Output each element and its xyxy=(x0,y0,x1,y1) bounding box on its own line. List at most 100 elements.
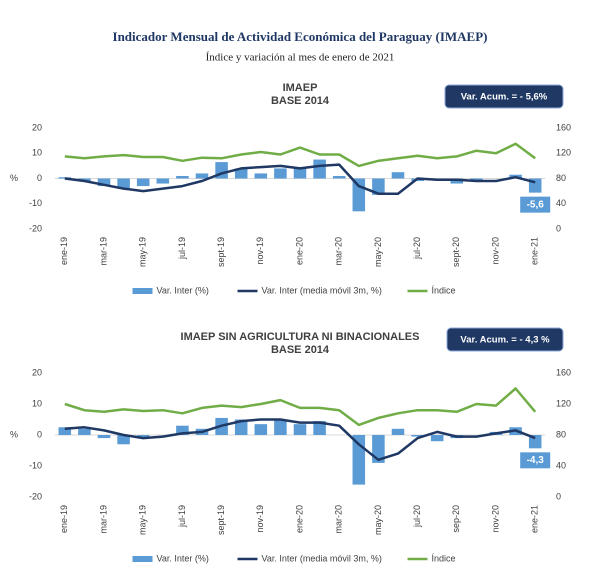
chart-title: IMAEP SIN AGRICULTURA NI BINACIONALES xyxy=(181,331,420,343)
bar xyxy=(411,435,424,437)
bar xyxy=(58,427,72,435)
bar xyxy=(58,177,72,179)
x-tick-label: jul-19 xyxy=(177,237,187,260)
bar xyxy=(97,178,111,187)
bar xyxy=(528,435,542,449)
bar xyxy=(332,175,346,179)
x-tick-label: mar-20 xyxy=(334,237,344,266)
y-tick-label: -10 xyxy=(29,198,42,208)
line-series xyxy=(64,163,536,195)
y2-tick-label: 0 xyxy=(556,491,561,501)
annotation: Var. Acum. = - 5,6% xyxy=(461,92,548,103)
x-tick-label: mar-19 xyxy=(98,237,108,266)
y-tick-label: 20 xyxy=(32,367,42,377)
x-tick-label: nov-20 xyxy=(490,505,500,533)
x-tick-label: sept-19 xyxy=(216,237,226,267)
x-tick-label: ene-19 xyxy=(59,237,69,265)
bar xyxy=(136,178,150,187)
legend-label: Índice xyxy=(432,285,456,295)
bar xyxy=(254,173,268,179)
x-tick-label: ene-19 xyxy=(59,505,69,533)
y2-tick-label: 160 xyxy=(556,367,571,377)
bar xyxy=(274,419,287,435)
x-tick-label: may-19 xyxy=(138,505,148,535)
bar xyxy=(176,175,189,179)
x-tick-label: may-20 xyxy=(373,237,383,267)
legend-swatch xyxy=(132,556,153,562)
y-tick-label: 10 xyxy=(32,148,42,158)
bar xyxy=(176,425,189,435)
y2-tick-label: 40 xyxy=(556,198,566,208)
y-tick-label: -20 xyxy=(29,223,42,233)
x-tick-label: sep-20 xyxy=(451,505,461,533)
y-tick-label: 10 xyxy=(32,398,42,408)
bar xyxy=(136,435,150,439)
bar xyxy=(293,167,307,179)
x-tick-label: jul-20 xyxy=(412,237,422,260)
x-tick-label: jul-19 xyxy=(177,505,187,528)
bar xyxy=(274,168,287,179)
bar xyxy=(372,178,385,195)
legend-label: Índice xyxy=(432,553,456,563)
annotation-box xyxy=(446,327,564,352)
data-label-box xyxy=(520,196,551,213)
x-tick-label: sept-19 xyxy=(216,505,226,535)
chart-subtitle: BASE 2014 xyxy=(271,344,330,356)
y-tick-label: -10 xyxy=(29,460,42,470)
annotation-box xyxy=(444,84,564,109)
bar xyxy=(313,159,326,179)
x-tick-label: ene-21 xyxy=(530,237,540,265)
legend-label: Var. Inter (media móvil 3m, %) xyxy=(262,553,382,563)
bar xyxy=(156,178,170,184)
x-tick-label: nov-19 xyxy=(255,237,265,265)
y-tick-label: 0 xyxy=(37,173,42,183)
x-tick-label: nov-20 xyxy=(490,237,500,265)
chart-title: IMAEP xyxy=(283,82,318,94)
bar xyxy=(293,424,307,435)
legend-label: Var. Inter (%) xyxy=(157,553,209,563)
x-tick-label: mar-20 xyxy=(334,505,344,534)
y2-tick-label: 0 xyxy=(556,223,561,233)
data-label: -4,3 xyxy=(527,455,545,466)
bar xyxy=(430,435,444,442)
y2-tick-label: 80 xyxy=(556,173,566,183)
bar xyxy=(352,435,366,485)
x-tick-label: ene-21 xyxy=(530,505,540,533)
bar xyxy=(391,172,405,179)
line-series xyxy=(64,142,536,168)
data-label: -5,6 xyxy=(527,199,545,210)
data-label-box xyxy=(520,452,551,469)
y2-tick-label: 160 xyxy=(556,122,571,132)
y2-tick-label: 80 xyxy=(556,429,566,439)
x-tick-label: ene-20 xyxy=(294,505,304,533)
x-tick-label: jul-20 xyxy=(412,505,422,528)
y-axis-label: % xyxy=(10,173,18,183)
bar xyxy=(352,178,366,212)
bar xyxy=(391,428,405,435)
chart-subtitle: BASE 2014 xyxy=(271,95,330,107)
bar xyxy=(234,168,248,179)
legend-label: Var. Inter (%) xyxy=(157,285,209,295)
bar xyxy=(117,435,130,445)
y-axis-label: % xyxy=(10,429,18,439)
page-title: Indicador Mensual de Actividad Económica… xyxy=(113,29,488,44)
x-tick-label: ene-20 xyxy=(294,237,304,265)
legend-swatch xyxy=(132,288,153,294)
bar xyxy=(195,173,209,179)
x-tick-label: nov-19 xyxy=(255,505,265,533)
bar xyxy=(254,424,268,435)
bar xyxy=(234,419,248,435)
y2-tick-label: 120 xyxy=(556,148,571,158)
annotation: Var. Acum. = - 4,3 % xyxy=(460,335,550,346)
x-tick-label: mar-19 xyxy=(98,505,108,534)
bar xyxy=(97,435,111,439)
legend-label: Var. Inter (media móvil 3m, %) xyxy=(262,285,382,295)
y-tick-label: -20 xyxy=(29,491,42,501)
x-tick-label: may-19 xyxy=(138,237,148,267)
x-tick-label: may-20 xyxy=(373,505,383,535)
bar xyxy=(78,428,91,435)
bar xyxy=(117,178,130,189)
y2-tick-label: 120 xyxy=(556,398,571,408)
y-tick-label: 0 xyxy=(37,429,42,439)
